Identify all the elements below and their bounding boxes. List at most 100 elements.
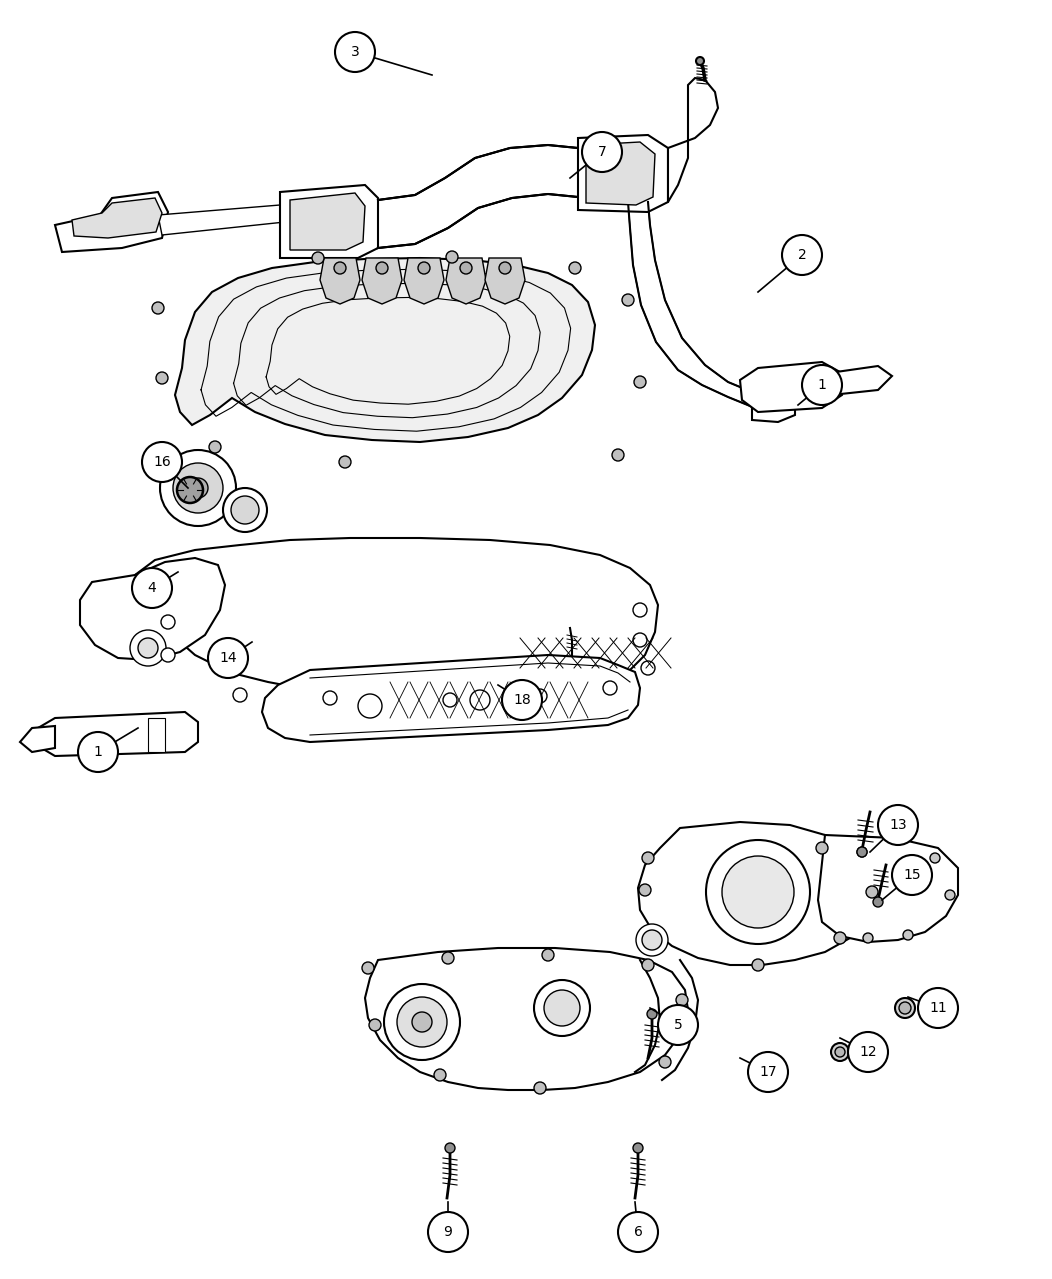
Circle shape: [782, 235, 822, 275]
Circle shape: [899, 1001, 911, 1014]
Polygon shape: [578, 136, 668, 212]
Circle shape: [835, 1048, 845, 1056]
Circle shape: [138, 638, 158, 657]
Circle shape: [209, 441, 221, 453]
Circle shape: [470, 689, 490, 710]
Text: 4: 4: [147, 581, 157, 595]
Circle shape: [428, 1212, 468, 1252]
Circle shape: [323, 691, 337, 705]
Circle shape: [78, 732, 118, 773]
Circle shape: [866, 886, 878, 898]
Circle shape: [582, 132, 622, 171]
Circle shape: [659, 1056, 671, 1068]
Circle shape: [636, 923, 668, 955]
Circle shape: [208, 638, 248, 678]
Circle shape: [446, 251, 458, 263]
Polygon shape: [365, 948, 688, 1090]
Circle shape: [857, 847, 867, 857]
Circle shape: [358, 694, 382, 718]
Circle shape: [499, 262, 511, 274]
Polygon shape: [290, 193, 365, 249]
Circle shape: [130, 631, 166, 666]
Polygon shape: [158, 205, 285, 235]
Polygon shape: [20, 726, 55, 752]
Circle shape: [848, 1032, 888, 1072]
Circle shape: [603, 680, 618, 694]
Polygon shape: [822, 366, 892, 396]
Circle shape: [151, 302, 164, 315]
Circle shape: [442, 952, 454, 964]
Polygon shape: [628, 202, 775, 412]
Circle shape: [903, 930, 913, 940]
Circle shape: [752, 959, 764, 971]
Circle shape: [633, 633, 647, 647]
Circle shape: [892, 854, 932, 895]
Circle shape: [658, 1005, 697, 1045]
Circle shape: [362, 962, 375, 975]
Circle shape: [706, 840, 810, 944]
Circle shape: [412, 1012, 432, 1032]
Text: 14: 14: [219, 651, 237, 665]
Text: 3: 3: [350, 45, 360, 59]
Circle shape: [634, 376, 646, 388]
Polygon shape: [80, 558, 225, 660]
Polygon shape: [148, 718, 165, 752]
Circle shape: [173, 463, 223, 513]
Circle shape: [945, 890, 955, 900]
Circle shape: [834, 932, 846, 944]
Circle shape: [622, 294, 634, 306]
Circle shape: [142, 443, 182, 482]
Circle shape: [802, 365, 842, 405]
Circle shape: [231, 496, 259, 524]
Circle shape: [642, 852, 654, 865]
Circle shape: [873, 897, 883, 907]
Circle shape: [223, 489, 267, 532]
Polygon shape: [175, 258, 595, 443]
Polygon shape: [752, 385, 795, 422]
Polygon shape: [362, 258, 402, 304]
Polygon shape: [740, 362, 842, 412]
Text: 7: 7: [598, 145, 606, 159]
Circle shape: [641, 661, 655, 675]
Circle shape: [534, 980, 590, 1036]
Text: 9: 9: [444, 1225, 452, 1239]
Circle shape: [445, 1143, 456, 1152]
Circle shape: [161, 615, 175, 629]
Text: 11: 11: [929, 1001, 947, 1016]
Polygon shape: [404, 258, 444, 304]
Circle shape: [502, 680, 542, 720]
Circle shape: [639, 884, 651, 897]
Circle shape: [397, 998, 447, 1048]
Text: 6: 6: [633, 1225, 643, 1239]
Polygon shape: [72, 198, 162, 238]
Polygon shape: [280, 185, 378, 258]
Polygon shape: [668, 78, 719, 202]
Circle shape: [333, 262, 346, 274]
Circle shape: [460, 262, 472, 274]
Circle shape: [544, 990, 580, 1026]
Circle shape: [160, 450, 236, 526]
Circle shape: [722, 856, 794, 929]
Circle shape: [156, 372, 168, 384]
Circle shape: [369, 1019, 381, 1031]
Circle shape: [633, 602, 647, 616]
Circle shape: [569, 262, 581, 274]
Circle shape: [761, 1062, 775, 1076]
Circle shape: [748, 1053, 788, 1092]
Circle shape: [376, 262, 388, 274]
Circle shape: [895, 998, 915, 1018]
Text: 18: 18: [513, 693, 531, 707]
Circle shape: [443, 693, 457, 707]
Circle shape: [831, 1042, 849, 1062]
Polygon shape: [818, 835, 958, 943]
Polygon shape: [485, 258, 525, 304]
Polygon shape: [320, 258, 360, 304]
Text: 15: 15: [904, 868, 920, 883]
Text: 2: 2: [797, 248, 807, 262]
Polygon shape: [586, 142, 655, 205]
Circle shape: [434, 1069, 446, 1081]
Polygon shape: [262, 655, 640, 742]
Circle shape: [232, 688, 247, 702]
Circle shape: [633, 1143, 643, 1152]
Text: 16: 16: [154, 455, 170, 469]
